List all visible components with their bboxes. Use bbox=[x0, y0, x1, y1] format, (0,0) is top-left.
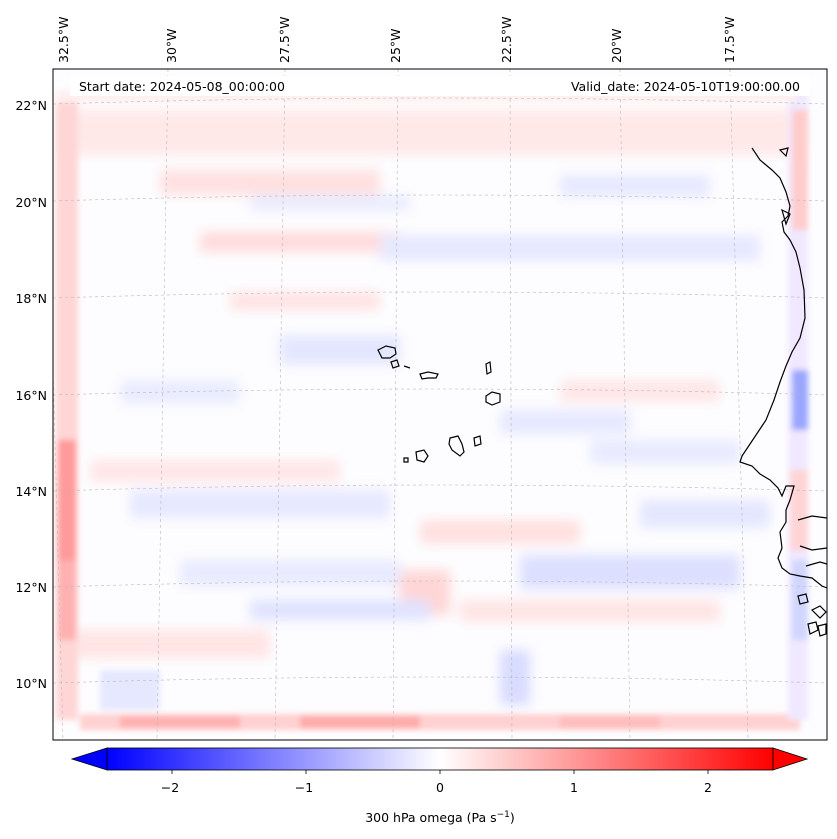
lon-label-27-5w: 27.5°W bbox=[277, 17, 292, 63]
boa-vista bbox=[485, 391, 501, 406]
lat-label-18n: 18°N bbox=[15, 291, 47, 306]
lon-label-17-5w: 17.5°W bbox=[722, 17, 737, 63]
lon-label-30w: 30°W bbox=[164, 28, 179, 63]
coastline bbox=[377, 147, 827, 637]
cbar-tick-2: 2 bbox=[704, 780, 712, 795]
lat-label-16n: 16°N bbox=[15, 388, 47, 403]
fogo bbox=[415, 449, 429, 463]
map-panel: Start date: 2024-05-08_00:00:00 Valid_da… bbox=[53, 69, 827, 740]
sao-vicente bbox=[390, 359, 400, 369]
santo-antao bbox=[377, 345, 397, 359]
colorbar-max-extend bbox=[772, 747, 809, 771]
santa-luzia bbox=[403, 365, 411, 369]
lat-label-14n: 14°N bbox=[15, 484, 47, 499]
coastal-islands bbox=[778, 147, 827, 637]
africa-coast bbox=[739, 147, 827, 589]
latitude-labels: 22°N 20°N 18°N 16°N 14°N 12°N 10°N bbox=[15, 98, 47, 691]
lon-label-20w: 20°W bbox=[609, 28, 624, 63]
brava bbox=[403, 457, 409, 463]
senegal-gambia-coast bbox=[797, 515, 827, 567]
sao-nicolau bbox=[419, 371, 439, 380]
longitude-labels: 32.5°W 30°W 27.5°W 25°W 22.5°W 20°W 17.5… bbox=[56, 17, 737, 63]
start-date-label: Start date: 2024-05-08_00:00:00 bbox=[79, 79, 285, 94]
colorbar-min-extend bbox=[70, 747, 108, 771]
lon-label-32-5w: 32.5°W bbox=[56, 17, 71, 63]
colorbar-label: 300 hPa omega (Pa s−1) bbox=[365, 810, 515, 825]
valid-date-label: Valid_date: 2024-05-10T19:00:00.00 bbox=[571, 79, 800, 94]
lon-label-25w: 25°W bbox=[388, 28, 403, 63]
map-frame bbox=[52, 68, 828, 741]
lat-label-12n: 12°N bbox=[15, 580, 47, 595]
lon-label-22-5w: 22.5°W bbox=[499, 17, 514, 63]
lat-label-10n: 10°N bbox=[15, 676, 47, 691]
cbar-tick-0: 0 bbox=[436, 780, 444, 795]
cbar-tick-1: 1 bbox=[570, 780, 578, 795]
omega-field bbox=[60, 110, 800, 705]
lat-label-20n: 20°N bbox=[15, 195, 47, 210]
colorbar-ticks bbox=[171, 770, 709, 774]
colorbar-tick-labels: −2 −1 0 1 2 bbox=[161, 780, 712, 795]
sal bbox=[485, 361, 492, 375]
santiago bbox=[448, 435, 465, 457]
lat-label-22n: 22°N bbox=[15, 98, 47, 113]
label-background bbox=[70, 76, 810, 96]
graticule bbox=[53, 69, 827, 740]
maio bbox=[473, 435, 482, 447]
colorbar-body bbox=[106, 747, 774, 771]
colorbar: −2 −1 0 1 2 300 hPa omega (Pa s−1) bbox=[70, 747, 809, 825]
cbar-tick-neg1: −1 bbox=[295, 780, 313, 795]
cbar-tick-neg2: −2 bbox=[161, 780, 179, 795]
